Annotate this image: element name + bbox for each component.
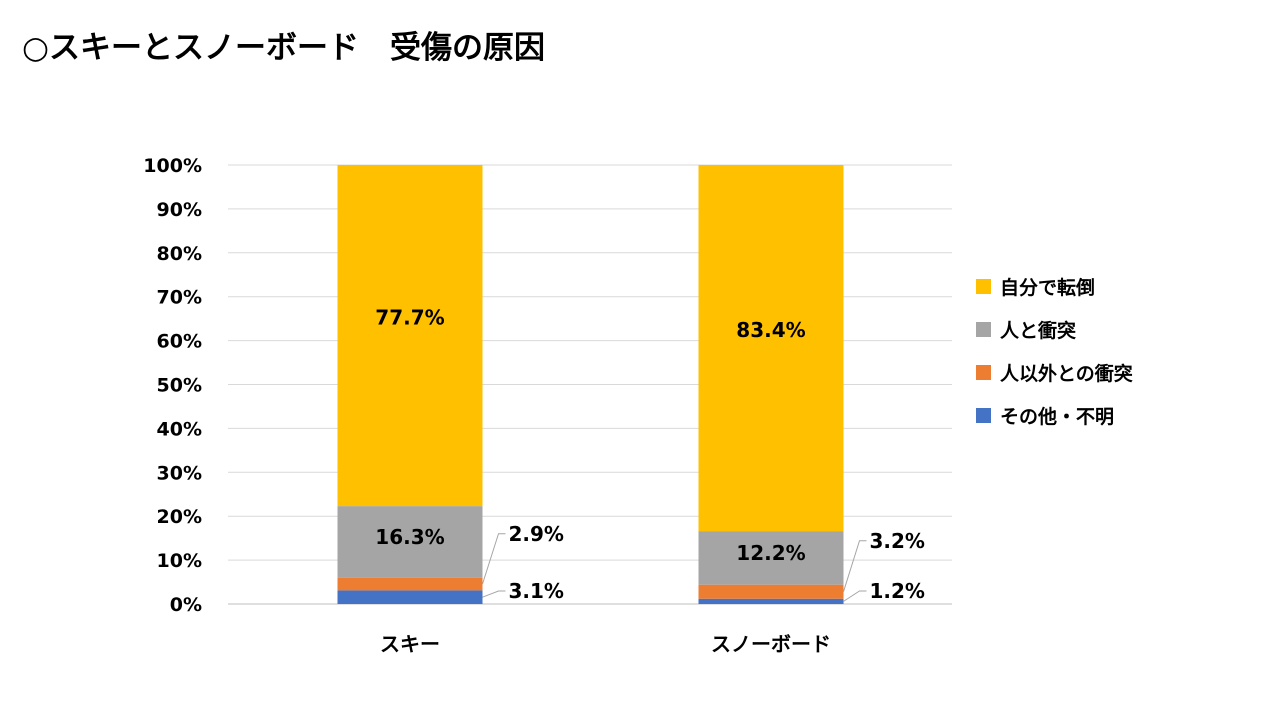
y-tick-label: 10% — [157, 550, 202, 572]
legend-label-object-collision: 人以外との衝突 — [1000, 363, 1133, 385]
y-tick-label: 30% — [157, 462, 202, 484]
legend-swatch-fall — [976, 279, 991, 294]
legend-swatch-object-collision — [976, 365, 991, 380]
legend-swatch-person-collision — [976, 322, 991, 337]
y-tick-label: 20% — [157, 506, 202, 528]
chart-legend: 自分で転倒 人と衝突 人以外との衝突 その他・不明 — [976, 276, 1133, 448]
data-label: 12.2% — [736, 541, 805, 565]
callout-line — [482, 590, 506, 598]
y-tick-label: 80% — [157, 243, 202, 265]
y-tick-label: 90% — [157, 199, 202, 221]
data-label: 77.7% — [375, 306, 444, 330]
legend-item-fall: 自分で転倒 — [976, 276, 1133, 299]
x-tick-label: スキー — [380, 632, 440, 656]
callout-line — [843, 540, 867, 592]
data-label: 3.1% — [509, 579, 564, 603]
legend-label-fall: 自分で転倒 — [1000, 277, 1096, 299]
legend-label-person-collision: 人と衝突 — [1000, 320, 1077, 342]
legend-item-person-collision: 人と衝突 — [976, 319, 1133, 342]
y-tick-label: 70% — [157, 287, 202, 309]
y-tick-label: 40% — [157, 418, 202, 440]
legend-item-other-unknown: その他・不明 — [976, 405, 1133, 428]
bar-segment — [337, 590, 483, 604]
legend-item-object-collision: 人以外との衝突 — [976, 362, 1133, 385]
bar-segment — [698, 165, 844, 532]
bar-segment — [337, 506, 483, 578]
legend-swatch-other-unknown — [976, 408, 991, 423]
data-label: 83.4% — [736, 318, 805, 342]
data-label: 1.2% — [870, 579, 925, 603]
data-label: 16.3% — [375, 525, 444, 549]
y-tick-label: 0% — [170, 594, 202, 616]
bar-segment — [337, 577, 483, 591]
data-label: 2.9% — [509, 522, 564, 546]
bar-segment — [337, 165, 483, 507]
bar-segment — [698, 531, 844, 585]
y-tick-label: 60% — [157, 331, 202, 353]
bar-segment — [698, 584, 844, 599]
page-title: ○スキーとスノーボード 受傷の原因 — [22, 30, 546, 66]
x-tick-label: スノーボード — [711, 632, 831, 656]
data-label: 3.2% — [870, 529, 925, 553]
callout-line — [843, 590, 867, 602]
callout-line — [482, 533, 506, 585]
y-tick-label: 50% — [157, 375, 202, 397]
y-tick-label: 100% — [143, 155, 202, 177]
legend-label-other-unknown: その他・不明 — [1000, 406, 1115, 428]
bar-segment — [698, 598, 844, 604]
